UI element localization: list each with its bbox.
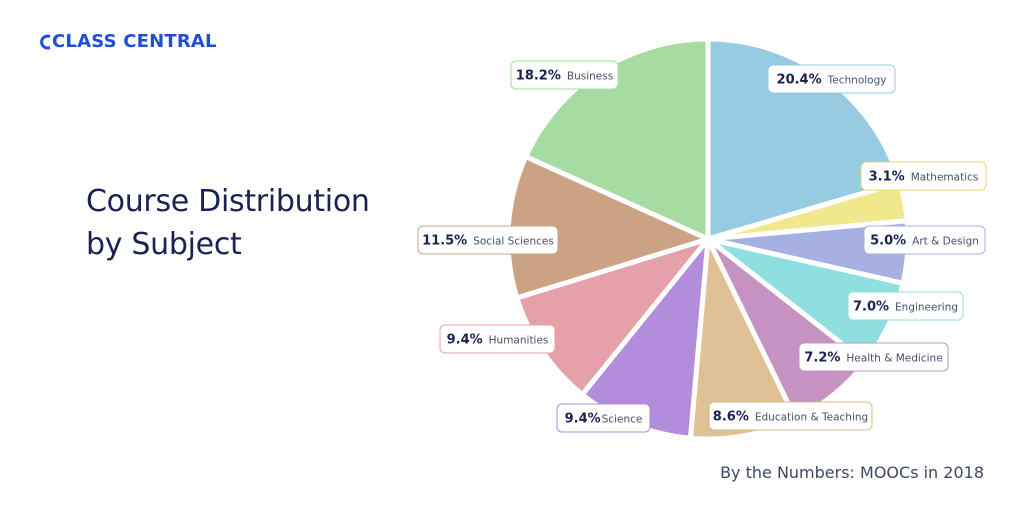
data-label-box bbox=[798, 342, 949, 372]
data-label-humanities: 9.4% Humanities bbox=[439, 324, 556, 354]
pie-slices bbox=[505, 36, 911, 442]
data-label-percent: 7.0% bbox=[853, 300, 889, 315]
data-label-business: 18.2% Business bbox=[510, 60, 619, 90]
page-title: Course Distribution by Subject bbox=[86, 180, 406, 266]
data-label-engineering: 7.0% Engineering bbox=[847, 291, 964, 321]
data-label-health-and-medicine: 7.2% Health & Medicine bbox=[798, 342, 949, 372]
data-label-percent: 5.0% bbox=[870, 234, 906, 249]
data-label-text: 11.5% Social Sciences bbox=[422, 234, 554, 249]
data-label-category: Engineering bbox=[895, 302, 958, 314]
data-label-percent: 20.4% bbox=[777, 73, 822, 88]
data-label-category: Art & Design bbox=[912, 236, 979, 248]
data-label-percent: 9.4% bbox=[447, 333, 483, 348]
data-label-category: Business bbox=[567, 71, 613, 83]
data-label-percent: 8.6% bbox=[713, 410, 749, 425]
data-label-box bbox=[556, 403, 651, 433]
pie-labels: 20.4% Technology 3.1% Mathematics 5.0% Art & … bbox=[417, 60, 987, 433]
data-label-text: 20.4% Technology bbox=[777, 73, 887, 88]
brand-logo[interactable]: CLASS CENTRAL bbox=[40, 31, 217, 52]
data-label-box bbox=[439, 324, 556, 354]
page-title-line-1: Course Distribution bbox=[86, 184, 370, 219]
data-label-category: Humanities bbox=[489, 335, 549, 347]
data-label-category: Health & Medicine bbox=[846, 353, 942, 365]
brand-name: CLASS CENTRAL bbox=[52, 31, 217, 52]
data-label-box bbox=[417, 225, 559, 255]
data-label-education-and-teaching: 8.6% Education & Teaching bbox=[708, 401, 873, 431]
data-label-box bbox=[708, 401, 873, 431]
class-central-logo-icon bbox=[40, 34, 51, 49]
data-label-category: Science bbox=[602, 414, 643, 426]
data-label-text: 9.4%Science bbox=[565, 412, 643, 427]
data-label-text: 18.2% Business bbox=[516, 69, 613, 84]
data-label-text: 3.1% Mathematics bbox=[869, 170, 979, 185]
data-label-percent: 3.1% bbox=[869, 170, 905, 185]
data-label-percent: 9.4% bbox=[565, 412, 601, 427]
page-title-line-2: by Subject bbox=[86, 227, 242, 262]
footer-caption: By the Numbers: MOOCs in 2018 bbox=[720, 463, 984, 482]
data-label-text: 9.4% Humanities bbox=[447, 333, 549, 348]
data-label-box bbox=[863, 225, 986, 255]
data-label-art-and-design: 5.0% Art & Design bbox=[863, 225, 986, 255]
data-label-text: 8.6% Education & Teaching bbox=[713, 410, 868, 425]
data-label-category: Social Sciences bbox=[473, 236, 554, 248]
data-label-science: 9.4%Science bbox=[556, 403, 651, 433]
data-label-text: 7.0% Engineering bbox=[853, 300, 958, 315]
data-label-category: Education & Teaching bbox=[755, 412, 868, 424]
data-label-text: 7.2% Health & Medicine bbox=[804, 351, 942, 366]
data-label-mathematics: 3.1% Mathematics bbox=[860, 161, 987, 191]
data-label-social-sciences: 11.5% Social Sciences bbox=[417, 225, 559, 255]
data-label-technology: 20.4% Technology bbox=[767, 64, 896, 94]
data-label-box bbox=[510, 60, 619, 90]
data-label-percent: 11.5% bbox=[422, 234, 467, 249]
data-label-box bbox=[860, 161, 987, 191]
data-label-percent: 7.2% bbox=[804, 351, 840, 366]
data-label-percent: 18.2% bbox=[516, 69, 561, 84]
data-label-box bbox=[847, 291, 964, 321]
data-label-category: Technology bbox=[827, 75, 887, 87]
data-label-category: Mathematics bbox=[911, 172, 979, 184]
data-label-box bbox=[767, 64, 896, 94]
data-label-text: 5.0% Art & Design bbox=[870, 234, 979, 249]
